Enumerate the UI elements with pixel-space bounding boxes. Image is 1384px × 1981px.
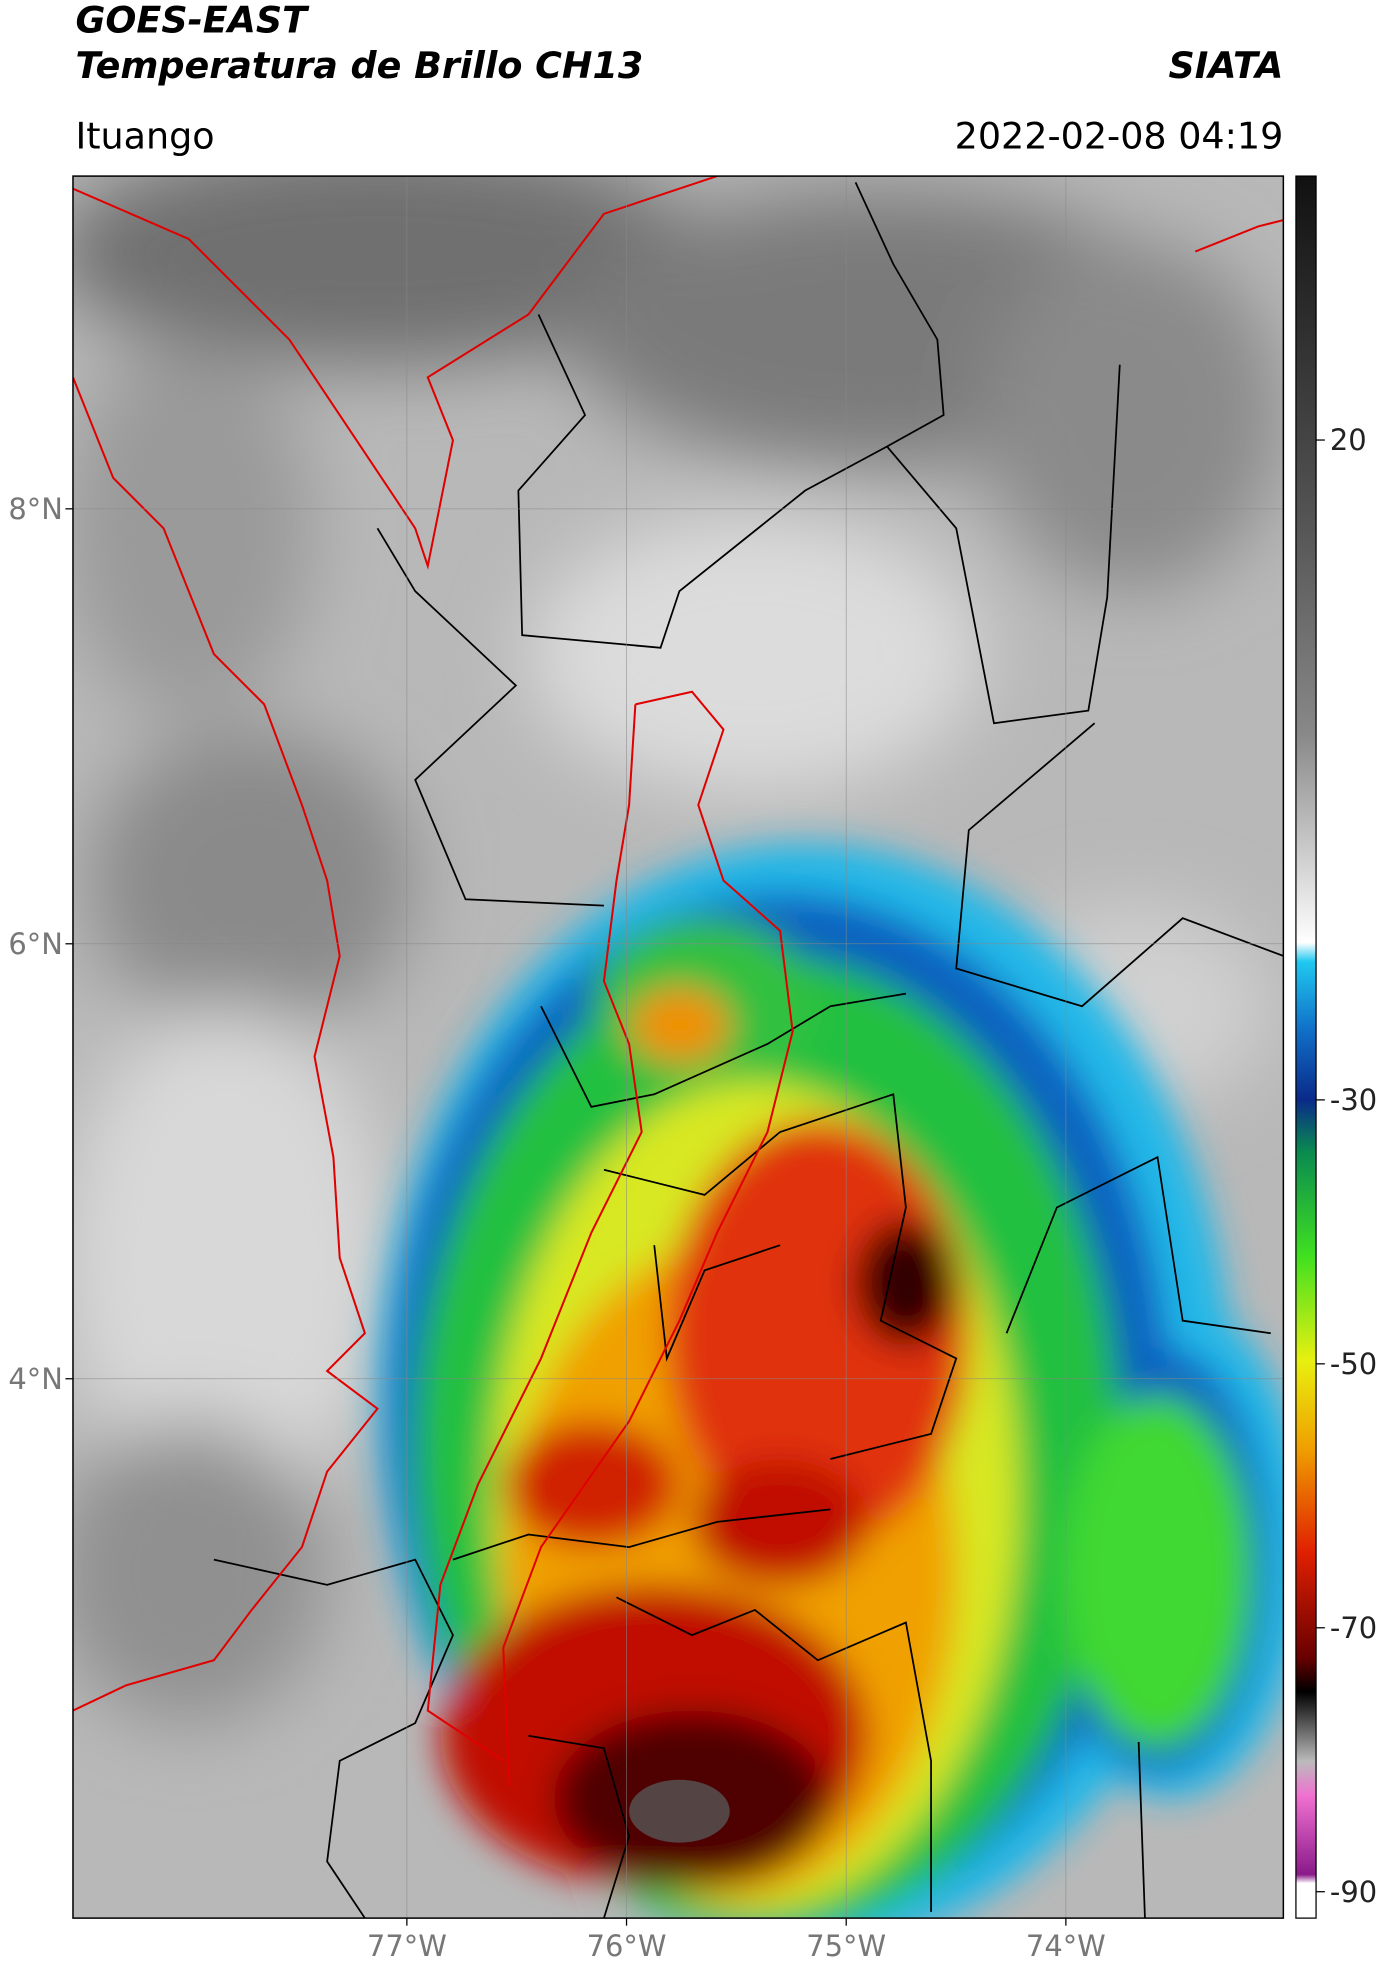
borders [213, 182, 1284, 1919]
colorbar-label: -30 [1330, 1083, 1377, 1117]
coastline [72, 176, 1284, 1787]
lon-label: 76°W [587, 1929, 667, 1963]
lat-label: 6°N [8, 927, 63, 961]
lon-label: 77°W [367, 1929, 447, 1963]
colorbar [1295, 175, 1317, 1919]
lat-label: 4°N [8, 1362, 63, 1396]
colorbar-label: -70 [1330, 1611, 1377, 1645]
colorbar-label: 20 [1330, 423, 1367, 457]
colorbar-label: -90 [1330, 1875, 1377, 1909]
satellite-image [72, 176, 1284, 1919]
datetime: 2022-02-08 04:19 [955, 114, 1284, 157]
location: Ituango [75, 114, 214, 157]
lat-label: 8°N [8, 492, 63, 526]
colorbar-label: -50 [1330, 1347, 1377, 1381]
subtitle: Temperatura de Brillo CH13 [75, 44, 643, 87]
graticule [72, 176, 1284, 1919]
org: SIATA [1168, 44, 1283, 87]
map-frame [72, 175, 1285, 1919]
lon-label: 74°W [1026, 1929, 1106, 1963]
lon-label: 75°W [806, 1929, 886, 1963]
title: GOES-EAST [75, 0, 310, 42]
